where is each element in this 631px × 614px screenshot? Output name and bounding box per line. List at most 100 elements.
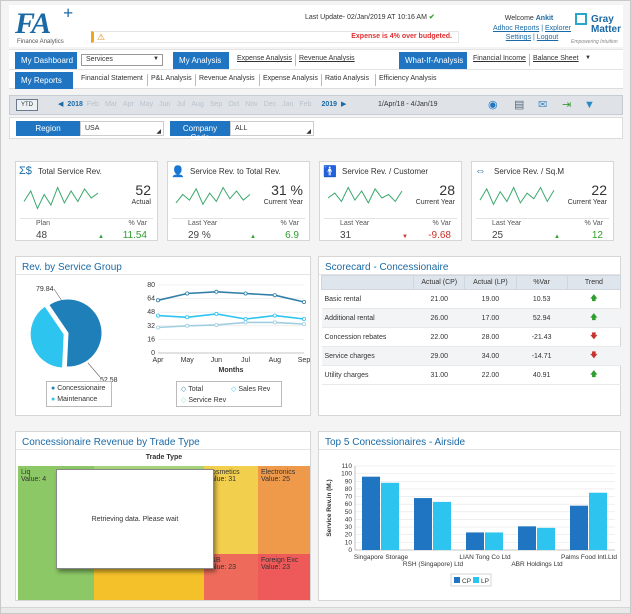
kpi-sparkline [479, 186, 555, 206]
month-2[interactable]: Apr [123, 101, 134, 108]
treemap-tile-foreign-exchange[interactable]: Foreign Exc Value: 23 [258, 554, 310, 600]
data-point [214, 289, 219, 294]
kpi-compare-label: Last Year [492, 220, 522, 227]
balance-sheet-link[interactable]: Balance Sheet [533, 55, 579, 62]
y-tick-label: 0 [348, 547, 352, 554]
print-icon[interactable]: ▤ [514, 99, 525, 111]
settings-link[interactable]: Settings [505, 34, 532, 41]
corner-dropdown-icon: ◢ [306, 129, 311, 135]
company-code-select[interactable]: ALL ◢ [230, 121, 314, 136]
export-icon[interactable]: ⇥ [562, 99, 572, 111]
table-row[interactable]: Additional rental 26.00 17.00 52.94 🡅 [321, 308, 621, 328]
email-icon[interactable]: ✉ [538, 99, 548, 111]
ytd-button[interactable]: YTD [16, 99, 38, 111]
legend-item-maintenance[interactable]: ● Maintenance [51, 396, 98, 403]
kpi-card[interactable]: ⇔ Service Rev. / Sq.M 22 Current Year Last Y… [471, 161, 614, 241]
report-link-expense-analysis[interactable]: Expense Analysis [263, 75, 318, 82]
month-1[interactable]: Mar [104, 101, 117, 108]
month-9[interactable]: Nov [245, 101, 258, 108]
pie-slice-0 [48, 298, 103, 368]
pie-label-maintenance: 52.58 [100, 377, 118, 384]
table-row[interactable]: Basic rental 21.00 19.00 10.53 🡅 [321, 289, 621, 309]
table-row[interactable]: Service charges 29.00 34.00 -14.71 🡇 [321, 346, 621, 366]
report-link-efficiency-analysis[interactable]: Efficiency Analysis [379, 75, 437, 82]
welcome-text: Welcome Ankit [504, 15, 554, 22]
arrow-up-icon: 🡅 [567, 289, 621, 309]
my-reports-tab[interactable]: My Reports [15, 72, 73, 89]
horizontal-scrollbar[interactable] [1, 607, 630, 613]
legend-item-concessionaire[interactable]: ● Concessionaire [51, 385, 106, 392]
sparkline-path [23, 186, 99, 210]
divider [529, 54, 530, 66]
y-tick-label: 10 [345, 539, 353, 546]
sigma-dollar-icon: Σ$ [19, 165, 32, 177]
month-6[interactable]: Aug [191, 101, 204, 108]
dashboard-select[interactable]: Services ▼ [81, 54, 163, 66]
month-10[interactable]: Dec [263, 101, 277, 108]
report-link-ratio-analysis[interactable]: Ratio Analysis [325, 75, 369, 82]
revenue-analysis-link[interactable]: Revenue Analysis [299, 55, 355, 62]
filter-icon[interactable]: ▼ [584, 99, 595, 111]
month-12[interactable]: Feb [299, 101, 312, 108]
kpi-card[interactable]: 👤 Service Rev. to Total Rev. 31 % Current Y… [167, 161, 310, 241]
adhoc-reports-link[interactable]: Adhoc Reports [492, 25, 540, 32]
kpi-card[interactable]: 🚹 Service Rev. / Customer 28 Current Year La… [319, 161, 462, 241]
region-select[interactable]: USA ◢ [80, 121, 164, 136]
table-row[interactable]: Concession rebates 22.00 28.00 -21.43 🡇 [321, 327, 621, 347]
panel-title: Concessionaire Revenue by Trade Type [22, 437, 200, 448]
actual-cp: 21.00 [413, 289, 465, 309]
month-list[interactable]: Feb Mar Apr May Jun Jul Aug Sep Oct Nov Dec Jan Feb [87, 101, 318, 108]
divider [20, 218, 153, 219]
kpi-title: Service Rev. / Customer [342, 167, 429, 176]
month-4[interactable]: Jun [159, 101, 171, 108]
row-name: Concession rebates [321, 327, 414, 347]
panel-header [319, 257, 620, 275]
globe-icon[interactable]: ◉ [488, 99, 498, 111]
expense-analysis-link[interactable]: Expense Analysis [237, 55, 292, 62]
prev-arrow-icon[interactable]: ◀ [58, 101, 64, 108]
table-row[interactable]: Utility charges 31.00 22.00 40.91 🡅 [321, 365, 621, 385]
treemap-tile-electronics[interactable]: Electronics Value: 25 [258, 466, 310, 554]
treemap-tile-other[interactable] [94, 566, 204, 600]
percent-var: -14.71 [516, 346, 568, 366]
region-label: Region [16, 121, 80, 136]
explorer-link[interactable]: Explorer [544, 25, 572, 32]
treemap-header: Trade Type [145, 454, 183, 461]
legend-item-total[interactable]: ◇ Total [181, 386, 204, 393]
more-dropdown-icon[interactable]: ▼ [585, 55, 591, 61]
financial-income-link[interactable]: Financial Income [473, 55, 526, 62]
month-8[interactable]: Oct [228, 101, 240, 108]
legend-item-sales-rev[interactable]: ◇ Sales Rev [231, 386, 271, 393]
logout-link[interactable]: Logout [536, 34, 559, 41]
actual-lp: 34.00 [464, 346, 517, 366]
data-point [155, 313, 160, 318]
legend-box [450, 573, 492, 587]
report-link-revenue-analysis[interactable]: Revenue Analysis [199, 75, 255, 82]
scorecard-table: Actual (CP) Actual (LP) %Var Trend Basic re… [320, 275, 622, 385]
column-header: %Var [515, 275, 568, 290]
my-analysis-tab[interactable]: My Analysis [173, 52, 229, 69]
month-5[interactable]: Jul [176, 101, 186, 108]
my-dashboard-tab[interactable]: My Dashboard [15, 52, 77, 69]
y-tick-label: 64 [147, 296, 155, 303]
x-tick-label: LIAN Tong Co Ltd [459, 554, 511, 561]
month-11[interactable]: Jan [282, 101, 294, 108]
month-7[interactable]: Sep [209, 101, 223, 108]
panel-title: Top 5 Concessionaires - Airside [325, 437, 466, 448]
kpi-card[interactable]: Σ$ Total Service Rev. 52 Actual Plan 48 % Var ▲… [15, 161, 158, 241]
report-link-financial-statement[interactable]: Financial Statement [81, 75, 143, 82]
legend-marker-icon: ● [51, 396, 56, 403]
legend-marker-icon: ◇ [181, 397, 187, 404]
arrow-up-icon: 🡅 [567, 308, 621, 328]
report-link-pl-analysis[interactable]: P&L Analysis [151, 75, 192, 82]
pie-leader-line [53, 288, 63, 302]
kpi-var-value: 6.9 [285, 230, 299, 241]
what-if-analysis-tab[interactable]: What-If-Analysis [399, 52, 467, 69]
legend-item-service-rev[interactable]: ◇ Service Rev [181, 397, 227, 404]
month-timeline[interactable]: ◀ 2018 Feb Mar Apr May Jun Jul Aug Sep Oct Nov Dec… [58, 100, 346, 108]
month-0[interactable]: Feb [86, 101, 99, 108]
next-arrow-icon[interactable]: ▶ [340, 101, 347, 108]
last-update: Last Update- 02/Jan/2019 AT 10:16 AM ✔ [305, 14, 435, 21]
month-3[interactable]: May [139, 101, 154, 108]
